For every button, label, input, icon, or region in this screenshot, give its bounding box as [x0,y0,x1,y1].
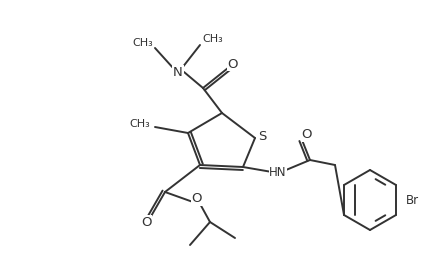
Text: O: O [192,193,202,206]
Text: HN: HN [269,165,287,178]
Text: O: O [228,58,238,71]
Text: N: N [173,65,183,78]
Text: S: S [258,130,266,142]
Text: Br: Br [406,194,419,206]
Text: CH₃: CH₃ [129,119,150,129]
Text: O: O [141,216,151,229]
Text: CH₃: CH₃ [202,34,223,44]
Text: CH₃: CH₃ [132,38,153,48]
Text: O: O [302,129,312,142]
